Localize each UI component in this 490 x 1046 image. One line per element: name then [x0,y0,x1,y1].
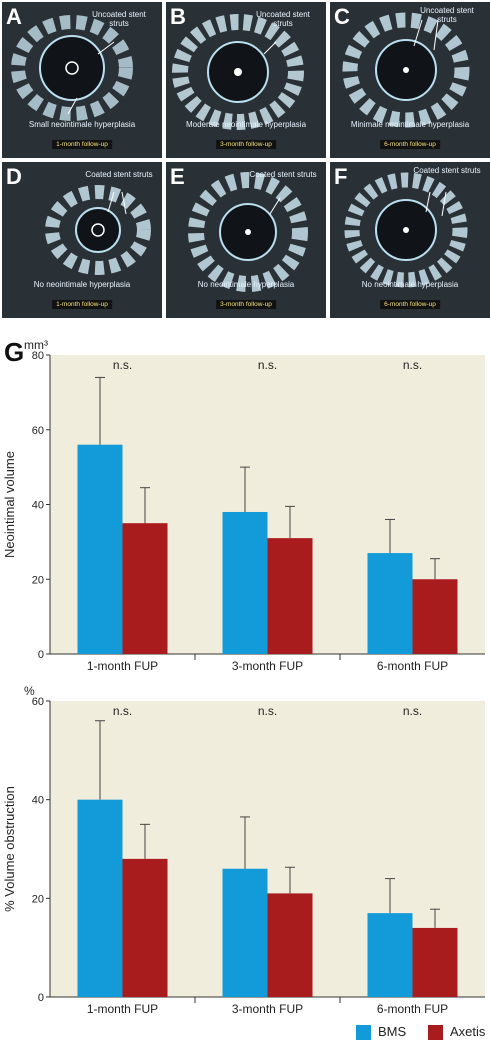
y-tick-label: 20 [32,574,44,586]
followup-tag: 1-month follow-up [52,140,112,149]
panel-letter: D [6,164,22,189]
followup-tag: 6-month follow-up [380,140,440,149]
x-tick-label: 1-month FUP [87,1002,158,1016]
ivus-image-grid: A Uncoated stent struts Small neointimal… [0,0,490,322]
panel-annotation: Coated stent struts [249,170,317,179]
followup-tag: 3-month follow-up [216,140,276,149]
volume-obstruction-chart: 0 20 40 60% % Volume obstruction 1-month FUP n… [2,684,485,1016]
y-tick-label: 60 [32,425,44,437]
panel-annotation: Uncoated stent struts [420,6,474,24]
panel-g-letter: G [4,337,25,367]
y-tick-label: 40 [32,500,44,512]
x-tick-label: 6-month FUP [377,1002,448,1016]
followup-tag: 3-month follow-up [216,300,276,309]
panel-letter: B [170,4,186,29]
ivus-image [342,12,470,128]
bar-bms [367,553,413,654]
panel-letter: E [170,164,185,189]
panel-description: Moderate neointimale hyperplasia [185,120,307,129]
significance-label: n.s. [403,358,422,372]
x-tick-label: 6-month FUP [377,659,448,672]
y-axis-label: Neointimal volume [2,451,17,558]
x-tick-label: 3-month FUP [232,1002,303,1016]
bar-bms [77,444,123,654]
y-tick-label: 0 [38,649,44,661]
ivus-panel-c: C Uncoated stent struts Minimale neointi… [330,2,490,158]
significance-label: n.s. [258,704,277,718]
ivus-panel-a: A Uncoated stent struts Small neointimal… [2,2,162,158]
panel-letter: F [334,164,348,189]
ivus-panel-e: E Coated stent struts No neointimale hyp… [166,162,326,318]
y-tick-label: 20 [32,893,44,905]
bar-axetis [122,523,168,654]
followup-tag: 6-month follow-up [380,300,440,309]
panel-annotation: Coated stent struts [413,166,481,175]
legend-swatch-axetis [428,1025,443,1040]
ivus-image [344,172,468,288]
panel-description: Minimale neointimale hyperplasia [350,120,470,129]
ivus-panel-d: D Coated stent struts No neointimale hyp… [2,162,162,318]
panel-description: No neointimale hyperplasia [361,280,459,289]
panel-annotation: Uncoated stent struts [92,10,146,28]
bar-bms [222,868,268,997]
significance-label: n.s. [113,704,132,718]
y-axis-label: % Volume obstruction [2,786,17,912]
x-tick-label: 1-month FUP [87,659,158,672]
bar-bms [77,799,123,997]
significance-label: n.s. [403,704,422,718]
y-tick-label: 0 [38,992,44,1004]
bar-axetis [267,893,313,997]
significance-label: n.s. [113,358,132,372]
panel-description: No neointimale hyperplasia [33,280,131,289]
y-tick-label: 60 [32,696,44,708]
legend-label-bms: BMS [378,1024,407,1039]
y-tick-label: 40 [32,795,44,807]
ivus-image [11,15,133,121]
ivus-panel-b: B Uncoated stent struts Moderate neointi… [166,2,326,158]
panel-description: No neointimale hyperplasia [197,280,295,289]
panel-letter: C [334,4,350,29]
y-tick-label: 80 [32,350,44,362]
legend-label-axetis: Axetis [450,1024,486,1039]
bar-bms [367,913,413,997]
significance-label: n.s. [258,358,277,372]
bar-axetis [267,538,313,654]
y-unit-label: % [24,684,35,698]
x-tick-label: 3-month FUP [232,659,303,672]
followup-tag: 1-month follow-up [52,300,112,309]
panel-letter: A [6,4,22,29]
bar-axetis [412,927,458,997]
ivus-panel-f: F Coated stent struts No neointimale hyp… [330,162,490,318]
y-unit-label: mm³ [24,338,48,352]
panel-annotation: Coated stent struts [85,170,153,179]
ivus-image [45,185,151,275]
bar-axetis [122,858,168,997]
ivus-image [172,14,304,130]
legend-swatch-bms [356,1025,371,1040]
panel-description: Small neointimale hyperplasia [28,120,136,129]
panel-annotation: Uncoated stent struts [256,10,310,28]
bar-axetis [412,579,458,654]
ivus-image [188,172,308,292]
bar-bms [222,511,268,654]
